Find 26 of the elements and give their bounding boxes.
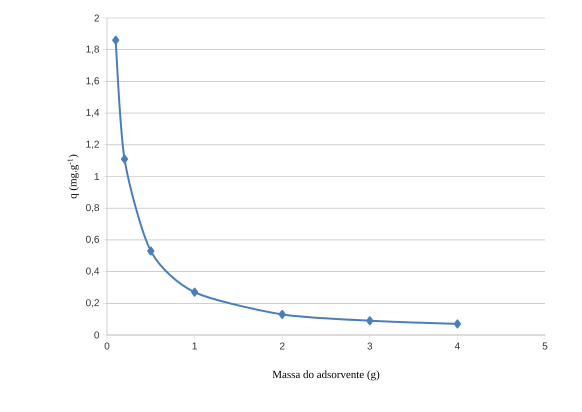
point xyxy=(366,316,374,326)
y-tick-label: 1 xyxy=(94,173,100,180)
y-tick-label: 0,6 xyxy=(86,236,100,244)
y-tick-label: 0,2 xyxy=(86,299,99,308)
point xyxy=(190,288,198,297)
y-axis-title: q (mg.g$^{-1}$) xyxy=(67,154,79,198)
point xyxy=(112,36,120,45)
y-tick-label: 0,8 xyxy=(86,204,100,212)
y-tick-label: 1,2 xyxy=(86,140,99,149)
point xyxy=(278,310,286,319)
point xyxy=(120,154,128,164)
x-tick-label: 4 xyxy=(454,342,460,350)
y-tick-label: 2 xyxy=(94,14,99,22)
x-tick-label: 3 xyxy=(367,342,372,350)
x-axis-title: Massa do adsorvente (g) xyxy=(272,370,380,380)
y-tick-label: 0,4 xyxy=(86,267,100,276)
x-tick-label: 0 xyxy=(104,342,110,350)
point xyxy=(454,319,462,328)
point xyxy=(147,246,154,256)
x-tick-label: 5 xyxy=(542,342,548,350)
y-tick-label: 0 xyxy=(94,331,100,339)
y-tick-label: 1,6 xyxy=(86,77,100,86)
x-tick-label: 1 xyxy=(192,342,197,350)
y-tick-label: 1,4 xyxy=(86,109,100,118)
x-tick-label: 2 xyxy=(280,342,284,350)
y-tick-label: 1,8 xyxy=(86,46,100,54)
